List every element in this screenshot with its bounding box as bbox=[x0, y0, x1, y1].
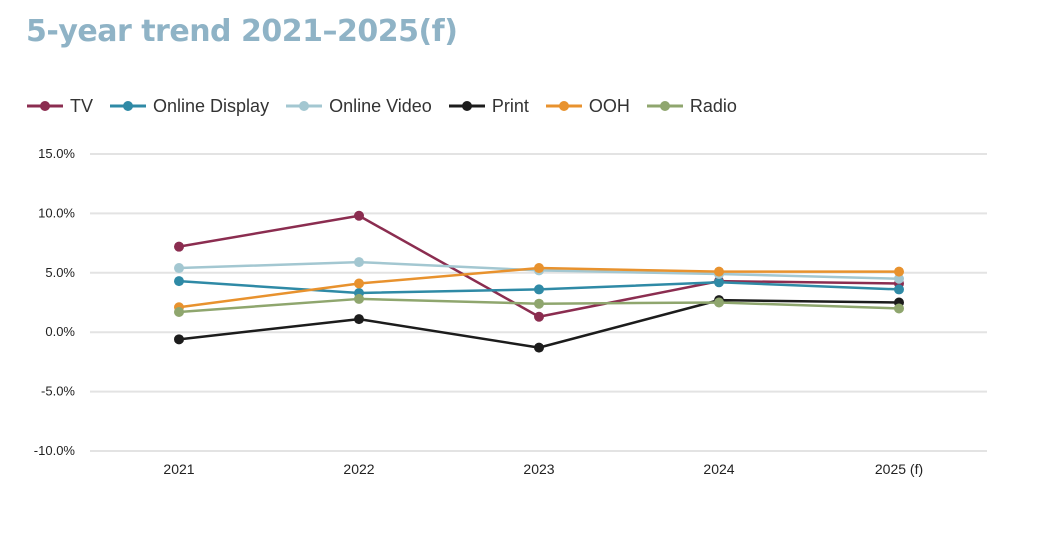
x-axis-ticks: 2021 2022 2023 2024 2025 (f) bbox=[163, 461, 923, 477]
legend-item-tv: TV bbox=[26, 96, 93, 117]
legend-label-radio: Radio bbox=[689, 95, 737, 116]
data-point-print bbox=[174, 334, 184, 345]
legend-label-print: Print bbox=[491, 95, 529, 116]
data-point-online-video bbox=[174, 263, 184, 274]
legend-label-ooh: OOH bbox=[588, 95, 630, 116]
y-axis-ticks: 15.0% 10.0% 5.0% 0.0% -5.0% -10.0% bbox=[34, 146, 76, 458]
data-point-radio bbox=[894, 303, 904, 314]
chart-title: 5-year trend 2021–2025(f) bbox=[26, 14, 458, 49]
y-tick-label: -5.0% bbox=[41, 384, 75, 399]
data-point-online-display bbox=[174, 276, 184, 287]
x-tick-label: 2021 bbox=[163, 461, 194, 477]
legend-label-tv: TV bbox=[70, 95, 94, 116]
x-tick-label: 2024 bbox=[703, 461, 734, 477]
legend-item-print: Print bbox=[448, 96, 529, 117]
data-point-tv bbox=[354, 210, 364, 221]
data-point-ooh bbox=[534, 263, 544, 274]
series-radio bbox=[174, 293, 904, 318]
series-online-display bbox=[174, 276, 904, 298]
data-point-radio bbox=[174, 307, 184, 318]
x-tick-label: 2025 (f) bbox=[875, 461, 923, 477]
data-point-online-video bbox=[354, 257, 364, 268]
legend-item-ooh: OOH bbox=[545, 96, 630, 117]
legend-label-online-display: Online Display bbox=[153, 95, 270, 116]
x-tick-label: 2023 bbox=[523, 461, 554, 477]
legend-item-radio: Radio bbox=[646, 96, 737, 117]
data-point-ooh bbox=[894, 266, 904, 277]
series-lines bbox=[174, 210, 904, 353]
legend-item-online-video: Online Video bbox=[285, 96, 432, 117]
legend-swatch-ooh bbox=[545, 101, 582, 111]
legend-swatch-radio bbox=[646, 101, 683, 111]
y-tick-label: 5.0% bbox=[45, 265, 75, 280]
legend-item-online-display: Online Display bbox=[109, 96, 269, 117]
data-point-ooh bbox=[714, 266, 724, 277]
y-tick-label: -10.0% bbox=[34, 443, 76, 458]
data-point-print bbox=[354, 314, 364, 325]
data-point-radio bbox=[714, 297, 724, 308]
legend: TV Online Display Online Video Print OOH bbox=[26, 94, 753, 118]
data-point-tv bbox=[534, 311, 544, 322]
data-point-online-video bbox=[894, 273, 904, 284]
legend-swatch-online-video bbox=[286, 101, 323, 111]
data-point-tv bbox=[174, 241, 184, 252]
y-tick-label: 10.0% bbox=[38, 205, 75, 220]
data-point-online-display bbox=[714, 277, 724, 288]
y-tick-label: 15.0% bbox=[38, 146, 75, 161]
legend-label-online-video: Online Video bbox=[329, 95, 432, 116]
y-tick-label: 0.0% bbox=[45, 324, 75, 339]
data-point-ooh bbox=[354, 278, 364, 289]
data-point-print bbox=[534, 342, 544, 353]
legend-swatch-print bbox=[448, 101, 485, 111]
legend-swatch-online-display bbox=[110, 101, 147, 111]
data-point-online-display bbox=[894, 284, 904, 295]
data-point-radio bbox=[354, 293, 364, 304]
legend-swatch-tv bbox=[27, 101, 63, 111]
data-point-radio bbox=[534, 298, 544, 309]
x-tick-label: 2022 bbox=[343, 461, 374, 477]
data-point-online-display bbox=[534, 284, 544, 295]
